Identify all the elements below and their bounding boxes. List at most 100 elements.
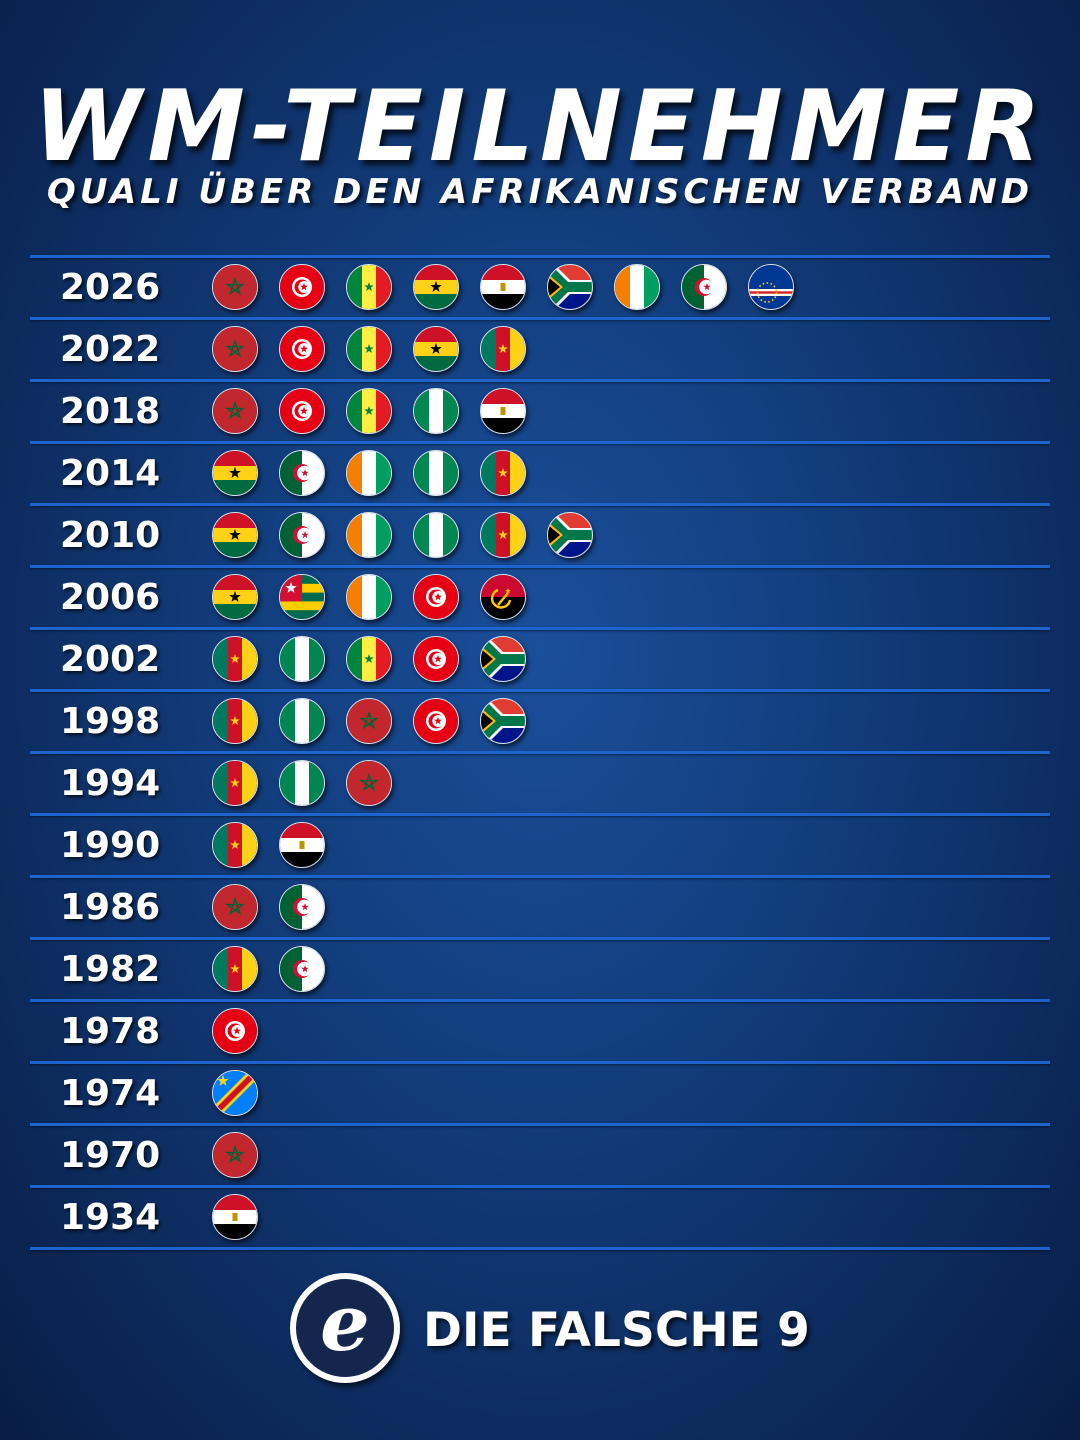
cameroon-flag-icon [480,326,526,372]
tunisia-flag-icon [279,388,325,434]
year-label: 1974 [60,1073,161,1114]
year-row: 2006 [30,568,1050,627]
egypt-flag-icon [279,822,325,868]
year-label: 2010 [60,515,161,556]
cameroon-flag-icon [212,822,258,868]
nigeria-flag-icon [413,450,459,496]
senegal-flag-icon [346,388,392,434]
flag-list [212,388,547,435]
flag-list [212,698,547,745]
morocco-flag-icon [346,760,392,806]
cameroon-flag-icon [212,636,258,682]
cameroon-flag-icon [480,512,526,558]
algeria-flag-icon [681,264,727,310]
flag-list [212,264,815,311]
ivory-coast-flag-icon [614,264,660,310]
year-label: 1978 [60,1011,161,1052]
divider [30,627,1050,630]
flag-list [212,574,547,621]
flag-list [212,760,413,807]
south-africa-flag-icon [547,264,593,310]
ivory-coast-flag-icon [346,574,392,620]
flag-list [212,326,547,373]
morocco-flag-icon [212,326,258,372]
year-label: 1986 [60,887,161,928]
year-row: 2014 [30,444,1050,503]
year-row: 1970 [30,1126,1050,1185]
flag-list [212,1132,279,1179]
senegal-flag-icon [346,326,392,372]
ivory-coast-flag-icon [346,512,392,558]
south-africa-flag-icon [480,636,526,682]
south-africa-flag-icon [547,512,593,558]
year-row: 2010 [30,506,1050,565]
morocco-flag-icon [212,884,258,930]
morocco-flag-icon [212,1132,258,1178]
south-africa-flag-icon [480,698,526,744]
algeria-flag-icon [279,450,325,496]
divider [30,1123,1050,1126]
tunisia-flag-icon [413,698,459,744]
cameroon-flag-icon [212,698,258,744]
ghana-flag-icon [212,512,258,558]
nigeria-flag-icon [279,636,325,682]
senegal-flag-icon [346,636,392,682]
nigeria-flag-icon [413,388,459,434]
divider [30,379,1050,382]
year-label: 2006 [60,577,161,618]
year-row: 1974 [30,1064,1050,1123]
nigeria-flag-icon [413,512,459,558]
flag-list [212,1070,279,1117]
ghana-flag-icon [413,326,459,372]
cape-verde-flag-icon [748,264,794,310]
flag-list [212,884,346,931]
year-row: 1994 [30,754,1050,813]
flag-list [212,822,346,869]
ghana-flag-icon [212,574,258,620]
year-row: 2002 [30,630,1050,689]
year-label: 1982 [60,949,161,990]
morocco-flag-icon [346,698,392,744]
year-row: 1986 [30,878,1050,937]
year-row: 2026 [30,258,1050,317]
year-label: 1990 [60,825,161,866]
divider [30,503,1050,506]
footer: e DIE FALSCHE 9 [290,1273,810,1389]
ghana-flag-icon [413,264,459,310]
tunisia-flag-icon [279,264,325,310]
tunisia-flag-icon [212,1008,258,1054]
flag-list [212,946,346,993]
divider [30,255,1050,258]
morocco-flag-icon [212,388,258,434]
togo-flag-icon [279,574,325,620]
divider [30,317,1050,320]
divider [30,937,1050,940]
divider [30,751,1050,754]
cameroon-flag-icon [480,450,526,496]
egypt-flag-icon [212,1194,258,1240]
flag-list [212,1008,279,1055]
year-row: 1978 [30,1002,1050,1061]
divider [30,1247,1050,1250]
brand-name: DIE FALSCHE 9 [423,1303,810,1358]
tunisia-flag-icon [413,574,459,620]
year-row: 1934 [30,1188,1050,1247]
divider [30,441,1050,444]
year-label: 2002 [60,639,161,680]
divider [30,1185,1050,1188]
year-row: 1998 [30,692,1050,751]
year-label: 2018 [60,391,161,432]
brand-logo-icon: e [290,1273,400,1383]
cameroon-flag-icon [212,946,258,992]
page-title: WM-TEILNEHMER [33,70,1047,184]
senegal-flag-icon [346,264,392,310]
egypt-flag-icon [480,264,526,310]
algeria-flag-icon [279,946,325,992]
year-row: 1982 [30,940,1050,999]
tunisia-flag-icon [279,326,325,372]
flag-list [212,1194,279,1241]
page-subtitle: QUALI ÜBER DEN AFRIKANISCHEN VERBAND [46,172,1034,212]
ivory-coast-flag-icon [346,450,392,496]
year-label: 1934 [60,1197,161,1238]
year-row: 2018 [30,382,1050,441]
